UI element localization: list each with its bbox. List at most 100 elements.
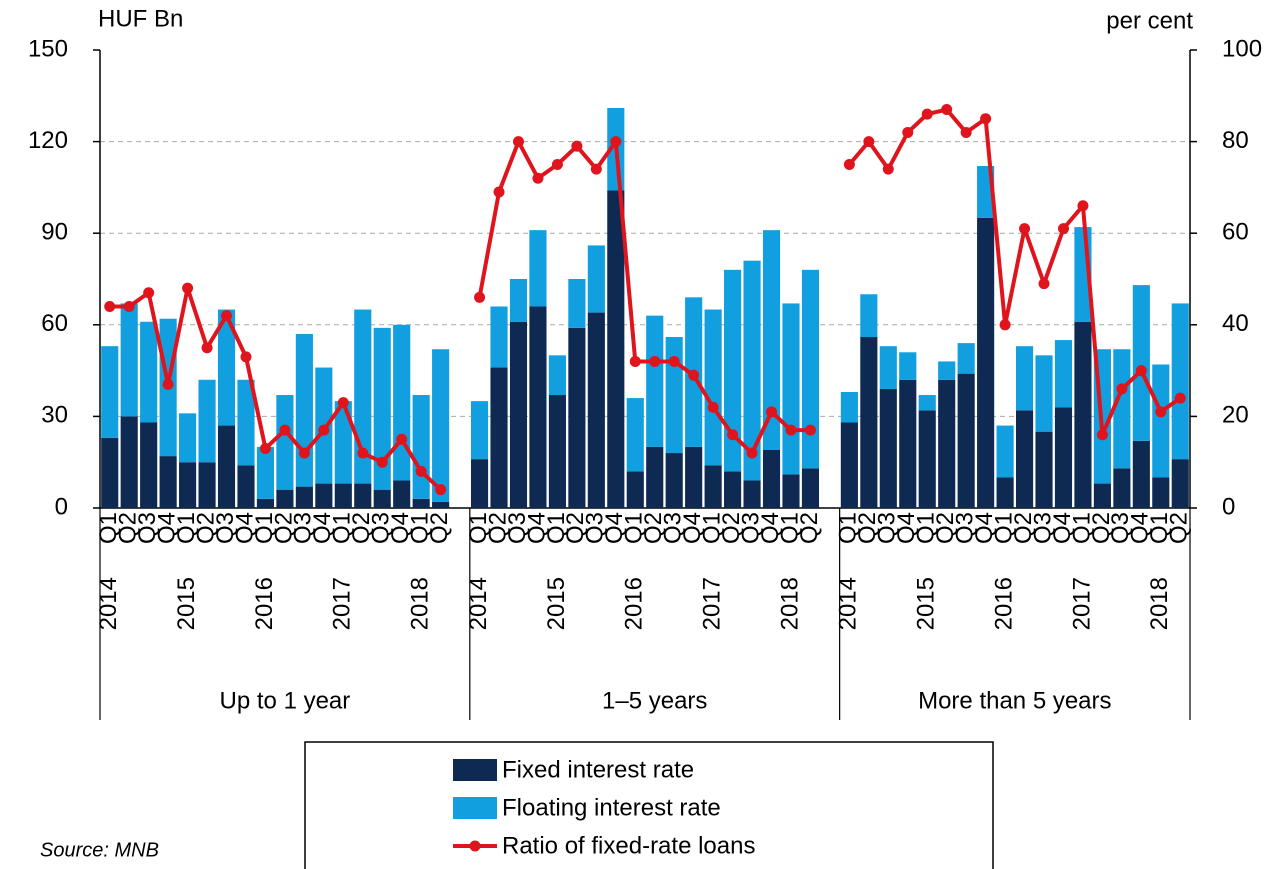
line-marker [201,342,213,354]
bar [568,327,586,508]
bar [198,462,216,508]
line-marker [941,104,953,116]
year-label: 2015 [543,577,570,630]
bar [1093,483,1111,508]
group-label: 1–5 years [602,687,707,714]
bar [685,446,703,508]
x-tick-label: Q4 [231,512,258,544]
line-marker [182,282,194,294]
line-marker [143,287,155,299]
x-tick-label: Q2 [115,512,142,544]
bar [101,437,119,508]
line-marker [1116,383,1128,395]
line-marker [785,424,797,436]
bar [412,395,430,499]
year-label: 2015 [173,577,200,630]
line-marker [240,351,252,363]
bar [217,425,236,508]
bar [393,480,411,508]
bar [762,449,781,508]
bar [529,306,547,508]
line-marker [1174,392,1186,404]
line-marker [882,163,894,175]
y-tick-label: 60 [41,310,68,337]
line-marker [804,424,816,436]
y-tick-label: 0 [55,493,68,520]
x-tick-label: Q4 [309,512,336,544]
legend-box [304,741,994,869]
year-label: 2015 [913,577,940,630]
bar [490,367,508,508]
y-tick-label: 90 [41,219,68,246]
x-tick-label: Q2 [270,512,297,544]
line-marker [435,484,447,496]
x-tick-label: Q1 [621,512,648,544]
line-marker [221,310,233,322]
bar [665,337,683,454]
bar [568,279,586,328]
x-tick-label: Q1 [407,512,434,544]
y2-tick-label: 60 [1222,219,1249,246]
line-marker [104,300,116,312]
bar [626,471,644,508]
x-tick-label: Q4 [1127,512,1154,544]
x-tick-label: Q2 [640,512,667,544]
bar [354,483,372,508]
year-label: 2014 [95,577,122,630]
bar [860,294,878,338]
group-label: More than 5 years [918,687,1111,714]
legend-label: Ratio of fixed-rate loans [502,832,755,859]
x-tick-label: Q4 [757,512,784,544]
bar [704,465,722,508]
line-marker [902,126,914,138]
bar [548,355,566,396]
bar [159,456,177,508]
bar [957,343,975,374]
bar [977,217,995,508]
line-marker [493,186,505,198]
bar [1132,285,1150,441]
x-tick-label: Q2 [932,512,959,544]
bar [587,245,605,313]
line-marker [298,447,310,459]
x-tick-label: Q3 [660,512,687,544]
bar [1054,340,1073,408]
bar [509,279,528,322]
x-tick-label: Q4 [971,512,998,544]
bar [315,483,333,508]
bar [996,425,1014,478]
line-marker [1155,406,1167,418]
bar [1132,440,1150,508]
bar [899,379,917,508]
line-marker [415,465,427,477]
line-marker [980,113,992,125]
bar [101,346,119,438]
line-marker [1019,223,1031,235]
bar [1171,303,1189,460]
line-marker [1135,365,1147,377]
x-tick-label: Q1 [95,512,122,544]
year-label: 2018 [1146,577,1173,630]
bar [646,446,664,508]
bar [295,333,313,487]
x-tick-label: Q1 [1068,512,1095,544]
x-tick-label: Q2 [718,512,745,544]
bar [724,471,742,508]
y-tick-label: 30 [41,402,68,429]
source: Source: MNB [40,839,159,861]
x-tick-label: Q4 [601,512,628,544]
bar [256,446,275,499]
line-marker [337,397,349,409]
bar [782,474,800,508]
bar [1074,321,1092,508]
bar [1035,431,1053,508]
bar [1113,349,1131,469]
x-tick-label: Q4 [387,512,414,544]
x-tick-label: Q3 [952,512,979,544]
x-tick-label: Q2 [426,512,453,544]
line-marker [357,447,369,459]
line-marker [727,429,739,441]
line-marker [843,159,855,170]
line-marker [746,447,758,459]
